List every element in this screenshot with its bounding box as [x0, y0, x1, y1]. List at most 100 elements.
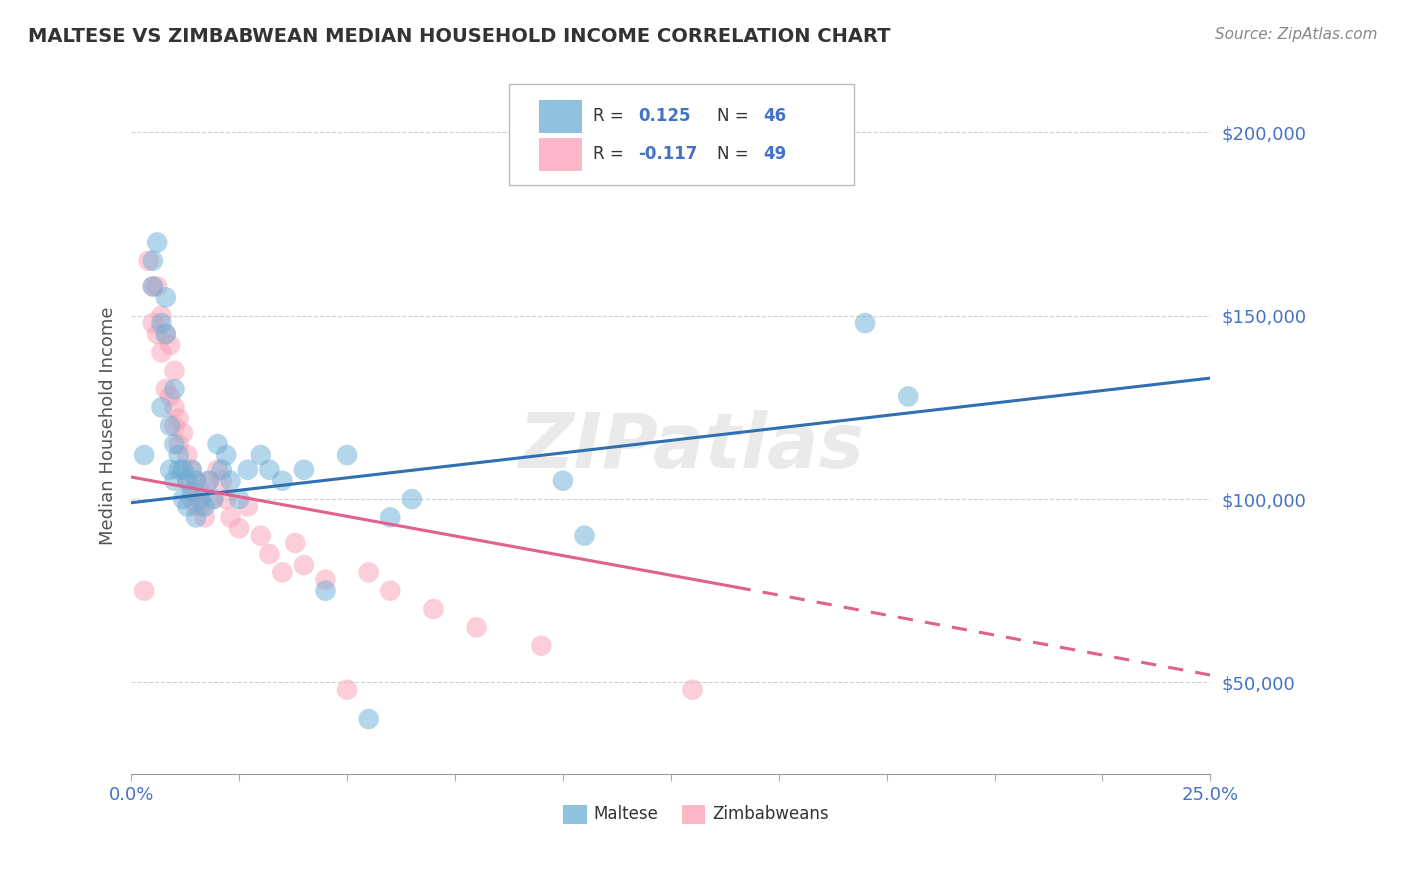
Point: [315, 573, 337, 587]
Point: [215, 448, 238, 462]
FancyBboxPatch shape: [562, 805, 586, 824]
Point: [146, 279, 169, 293]
Text: -0.117: -0.117: [638, 145, 697, 163]
Point: [551, 474, 574, 488]
Point: [180, 463, 202, 477]
Point: [180, 463, 202, 477]
Point: [155, 327, 177, 342]
Point: [163, 364, 186, 378]
Point: [163, 474, 186, 488]
Point: [159, 418, 181, 433]
Point: [401, 491, 423, 506]
Point: [574, 529, 596, 543]
Text: N =: N =: [717, 107, 754, 125]
Point: [853, 316, 876, 330]
FancyBboxPatch shape: [682, 805, 706, 824]
Point: [138, 253, 160, 268]
Point: [172, 463, 194, 477]
Point: [380, 510, 402, 524]
Point: [163, 401, 186, 415]
Point: [219, 474, 242, 488]
Text: Maltese: Maltese: [593, 805, 658, 822]
Point: [271, 474, 294, 488]
Text: R =: R =: [593, 145, 628, 163]
Point: [163, 382, 186, 396]
Point: [184, 474, 207, 488]
Point: [228, 491, 250, 506]
Point: [188, 484, 211, 499]
FancyBboxPatch shape: [509, 85, 855, 186]
Point: [134, 448, 156, 462]
Point: [155, 290, 177, 304]
Point: [236, 463, 259, 477]
Point: [184, 510, 207, 524]
Point: [159, 463, 181, 477]
Point: [228, 521, 250, 535]
Point: [198, 474, 221, 488]
Point: [150, 316, 173, 330]
Point: [167, 448, 190, 462]
Point: [194, 510, 217, 524]
Point: [207, 463, 229, 477]
Text: R =: R =: [593, 107, 628, 125]
Point: [176, 448, 198, 462]
Point: [167, 411, 190, 425]
Point: [292, 463, 315, 477]
Point: [259, 547, 281, 561]
Point: [150, 401, 173, 415]
Point: [249, 529, 271, 543]
Y-axis label: Median Household Income: Median Household Income: [100, 307, 117, 545]
Point: [180, 484, 202, 499]
Point: [219, 510, 242, 524]
Point: [236, 500, 259, 514]
Point: [211, 474, 233, 488]
Point: [202, 491, 225, 506]
Point: [150, 309, 173, 323]
Point: [142, 253, 165, 268]
Point: [202, 491, 225, 506]
Text: ZIPatlas: ZIPatlas: [519, 409, 866, 483]
Point: [184, 474, 207, 488]
Point: [207, 437, 229, 451]
Point: [167, 463, 190, 477]
Point: [155, 382, 177, 396]
Point: [336, 448, 359, 462]
Point: [163, 437, 186, 451]
Point: [336, 682, 359, 697]
Point: [159, 389, 181, 403]
Point: [176, 474, 198, 488]
Text: Source: ZipAtlas.com: Source: ZipAtlas.com: [1215, 27, 1378, 42]
Point: [180, 491, 202, 506]
FancyBboxPatch shape: [538, 100, 582, 133]
Point: [259, 463, 281, 477]
Point: [142, 316, 165, 330]
Point: [184, 500, 207, 514]
Point: [150, 345, 173, 359]
Point: [292, 558, 315, 572]
Point: [211, 463, 233, 477]
Point: [681, 682, 703, 697]
Point: [142, 279, 165, 293]
Point: [172, 491, 194, 506]
Point: [176, 474, 198, 488]
Point: [163, 418, 186, 433]
Text: 0.125: 0.125: [638, 107, 690, 125]
Point: [194, 500, 217, 514]
Point: [357, 712, 380, 726]
Point: [172, 463, 194, 477]
Point: [188, 491, 211, 506]
Point: [284, 536, 307, 550]
Point: [380, 583, 402, 598]
Point: [167, 437, 190, 451]
Point: [172, 426, 194, 441]
Text: N =: N =: [717, 145, 754, 163]
Text: 46: 46: [763, 107, 787, 125]
Point: [198, 474, 221, 488]
Point: [465, 620, 488, 634]
Point: [271, 566, 294, 580]
Point: [188, 500, 211, 514]
Text: MALTESE VS ZIMBABWEAN MEDIAN HOUSEHOLD INCOME CORRELATION CHART: MALTESE VS ZIMBABWEAN MEDIAN HOUSEHOLD I…: [28, 27, 890, 45]
Point: [897, 389, 920, 403]
Point: [215, 491, 238, 506]
Point: [146, 327, 169, 342]
